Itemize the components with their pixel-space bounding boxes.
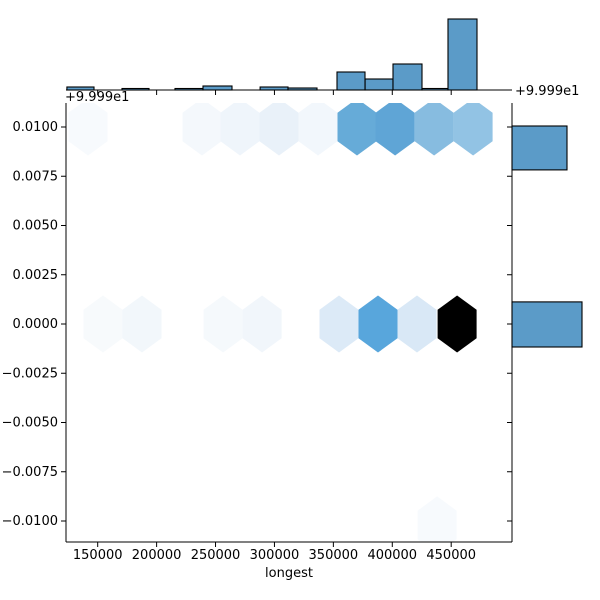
hexbin-cell bbox=[220, 103, 260, 156]
x-axis-tick-label: 300000 bbox=[250, 548, 300, 563]
top-histogram-bar bbox=[364, 78, 394, 91]
hexbin-cell bbox=[203, 295, 243, 353]
hexbin-cell bbox=[414, 103, 454, 156]
x-axis-tick-label: 150000 bbox=[73, 548, 123, 563]
y-axis-tick-label: −0.0050 bbox=[2, 416, 58, 431]
hexbin-cell bbox=[83, 295, 123, 353]
x-axis-tick-label: 350000 bbox=[309, 548, 359, 563]
y-axis-tick-label: 0.0025 bbox=[13, 268, 59, 283]
hexbin-cell bbox=[437, 295, 477, 353]
top-histogram-bar bbox=[202, 85, 233, 91]
y-axis-tick-label: 0.0000 bbox=[13, 317, 59, 332]
hexbin-cell bbox=[259, 103, 299, 156]
y-axis-tick-label: −0.0025 bbox=[2, 366, 58, 381]
x-axis-tick-label: 400000 bbox=[367, 548, 417, 563]
hexbin-cell bbox=[122, 295, 162, 353]
x-axis-title: longest bbox=[265, 566, 313, 581]
y-axis-tick-label: 0.0075 bbox=[13, 169, 59, 184]
right-histogram-bar bbox=[511, 301, 583, 348]
y-axis-tick-label: −0.0075 bbox=[2, 465, 58, 480]
y-axis-tick-label: 0.0050 bbox=[13, 219, 59, 234]
hexbin-cell bbox=[375, 103, 415, 156]
hexbin-cell bbox=[319, 295, 359, 353]
hexbin-cell bbox=[68, 103, 108, 156]
x-axis-tick-label: 250000 bbox=[191, 548, 241, 563]
hexbin-cell bbox=[298, 103, 338, 156]
hexbin-layer bbox=[68, 103, 493, 542]
hexbin-cell bbox=[417, 496, 457, 542]
hexbin-cell bbox=[242, 295, 282, 353]
y-axis-tick-label: −0.0100 bbox=[2, 514, 58, 529]
top-histogram bbox=[66, 18, 478, 91]
hexbin-cell bbox=[453, 103, 493, 156]
x-axis-tick-label: 200000 bbox=[132, 548, 182, 563]
top-histogram-bar bbox=[336, 71, 366, 91]
hexbin-cell bbox=[358, 295, 398, 353]
y-axis-tick-label: 0.0100 bbox=[13, 120, 59, 135]
hexbin-cell bbox=[397, 295, 437, 353]
right-marginal-offset-text: +9.999e1 bbox=[515, 84, 580, 99]
y-axis-offset-text: +9.999e1 bbox=[65, 90, 130, 105]
hexbin-cell bbox=[337, 103, 377, 156]
right-histogram bbox=[511, 125, 583, 348]
right-histogram-bar bbox=[511, 125, 568, 171]
top-histogram-bar bbox=[392, 63, 423, 91]
hexbin-cell bbox=[182, 103, 222, 156]
top-histogram-bar bbox=[447, 18, 478, 91]
x-axis-tick-label: 450000 bbox=[426, 548, 476, 563]
